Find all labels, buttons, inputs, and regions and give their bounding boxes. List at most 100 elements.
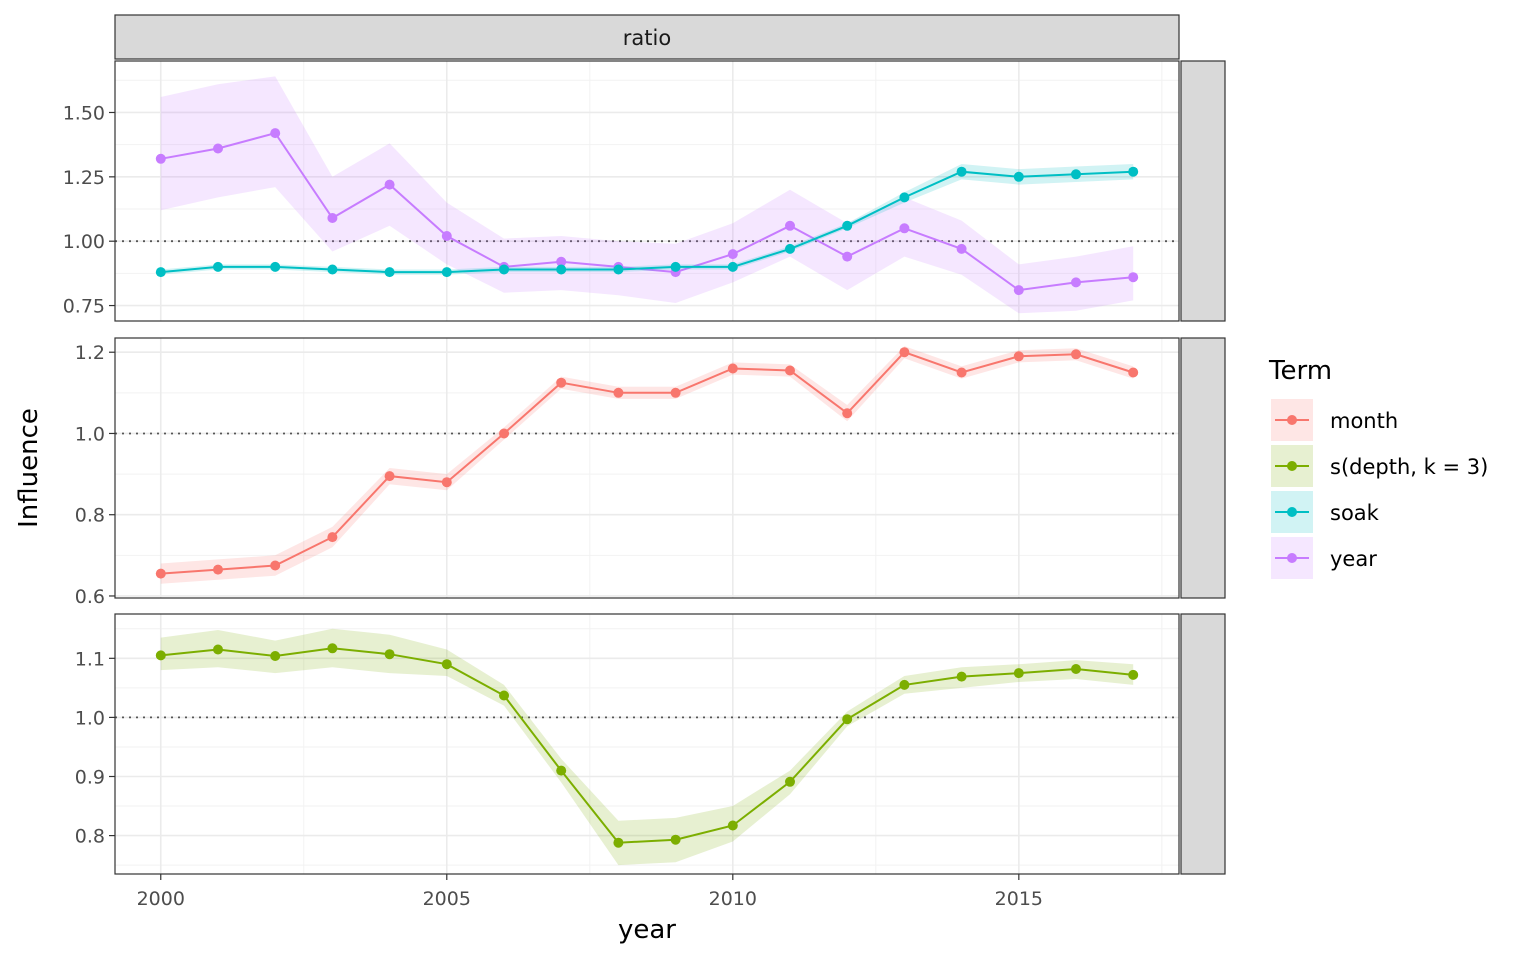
data-point bbox=[956, 166, 967, 177]
series-line bbox=[160, 351, 1134, 575]
legend-key-point bbox=[1287, 415, 1297, 425]
panel-border bbox=[114, 337, 1180, 599]
legend-entry: s(depth, k = 3) bbox=[1271, 445, 1488, 487]
x-axis-title: year bbox=[618, 915, 676, 945]
y-axis-title: Influence bbox=[14, 408, 44, 528]
data-point bbox=[670, 834, 681, 845]
data-point bbox=[670, 387, 681, 398]
data-point bbox=[384, 267, 395, 278]
data-point bbox=[842, 408, 853, 419]
legend-key-point bbox=[1287, 461, 1297, 471]
data-point bbox=[956, 243, 967, 254]
data-point bbox=[956, 671, 967, 682]
y-tick-label: 0.6 bbox=[75, 586, 105, 608]
data-point bbox=[727, 820, 738, 831]
data-point bbox=[727, 363, 738, 374]
panel-border bbox=[114, 613, 1180, 875]
x-tick-label: 2010 bbox=[709, 888, 757, 910]
data-point bbox=[441, 477, 452, 488]
data-point bbox=[1128, 669, 1139, 680]
legend-label: s(depth, k = 3) bbox=[1330, 455, 1488, 479]
legend: Term month s(depth, k = 3) soak year bbox=[1268, 356, 1488, 579]
series-line bbox=[160, 647, 1134, 844]
data-point bbox=[270, 651, 281, 661]
data-point bbox=[556, 765, 567, 776]
y-tick-label: 0.75 bbox=[63, 296, 105, 318]
series-month bbox=[155, 346, 1139, 584]
data-point bbox=[1128, 367, 1139, 378]
data-point bbox=[441, 231, 452, 241]
row-strip-box bbox=[1180, 60, 1226, 322]
legend-entry: year bbox=[1271, 537, 1377, 579]
column-strip: ratio bbox=[114, 14, 1180, 60]
data-point bbox=[785, 220, 795, 231]
data-point bbox=[613, 264, 624, 275]
confidence-ribbon bbox=[160, 76, 1134, 314]
data-point bbox=[727, 249, 738, 260]
data-point bbox=[899, 223, 910, 234]
series-year bbox=[155, 76, 1139, 314]
y-tick-label: 0.8 bbox=[75, 505, 105, 527]
data-point bbox=[785, 365, 795, 376]
data-point bbox=[727, 261, 738, 272]
data-point bbox=[556, 256, 567, 267]
y-tick-label: 0.8 bbox=[75, 826, 105, 848]
data-point bbox=[1128, 166, 1139, 177]
legend-title: Term bbox=[1268, 356, 1332, 386]
data-point bbox=[1013, 351, 1024, 362]
data-point bbox=[213, 261, 223, 272]
data-point bbox=[499, 428, 509, 439]
data-point bbox=[155, 650, 166, 661]
data-point bbox=[785, 243, 795, 254]
data-point bbox=[899, 679, 910, 690]
data-point bbox=[842, 714, 853, 725]
data-point bbox=[556, 377, 567, 388]
y-tick-label: 1.0 bbox=[75, 423, 105, 445]
panel-2: 0.60.81.01.2conditional:group_leve bbox=[75, 337, 1226, 608]
data-point bbox=[842, 251, 853, 262]
x-tick-label: 2005 bbox=[423, 888, 471, 910]
data-point bbox=[1013, 171, 1024, 182]
data-point bbox=[327, 264, 338, 275]
facet-panels: 0.751.001.251.50conditional0.60.81.01.2c… bbox=[63, 60, 1226, 875]
series-soak bbox=[155, 164, 1139, 278]
data-point bbox=[155, 267, 166, 278]
data-point bbox=[384, 179, 395, 190]
data-point bbox=[270, 560, 281, 571]
data-point bbox=[384, 471, 395, 482]
data-point bbox=[499, 690, 509, 701]
row-strip-box bbox=[1180, 613, 1226, 875]
x-tick-label: 2015 bbox=[995, 888, 1043, 910]
y-tick-label: 0.9 bbox=[75, 767, 105, 789]
data-point bbox=[270, 128, 281, 139]
y-tick-label: 1.50 bbox=[63, 102, 105, 124]
legend-label: year bbox=[1330, 547, 1377, 571]
data-point bbox=[327, 532, 338, 543]
legend-label: month bbox=[1330, 409, 1398, 433]
data-point bbox=[613, 387, 624, 398]
data-point bbox=[1013, 285, 1024, 296]
panel-3: 0.80.91.01.1conditional:smooth bbox=[75, 613, 1226, 875]
data-point bbox=[213, 644, 223, 655]
column-strip-box bbox=[114, 14, 1180, 60]
data-point bbox=[899, 347, 910, 358]
series-line bbox=[160, 170, 1134, 274]
data-point bbox=[327, 213, 338, 223]
y-tick-label: 1.25 bbox=[63, 167, 105, 189]
row-strip-box bbox=[1180, 337, 1226, 599]
data-point bbox=[556, 264, 567, 275]
legend-key-point bbox=[1287, 507, 1297, 517]
data-point bbox=[270, 261, 281, 272]
data-point bbox=[1071, 277, 1081, 288]
x-axis: 2000 2005 2010 2015 bbox=[137, 874, 1043, 910]
data-point bbox=[785, 776, 795, 787]
column-strip-label: ratio bbox=[623, 26, 671, 50]
data-point bbox=[1013, 668, 1024, 679]
data-point bbox=[842, 220, 853, 231]
data-point bbox=[1071, 169, 1081, 180]
y-tick-label: 1.1 bbox=[75, 648, 105, 670]
legend-entry: soak bbox=[1271, 491, 1380, 533]
data-point bbox=[213, 564, 223, 575]
series-s-depth-k-3- bbox=[155, 628, 1139, 866]
